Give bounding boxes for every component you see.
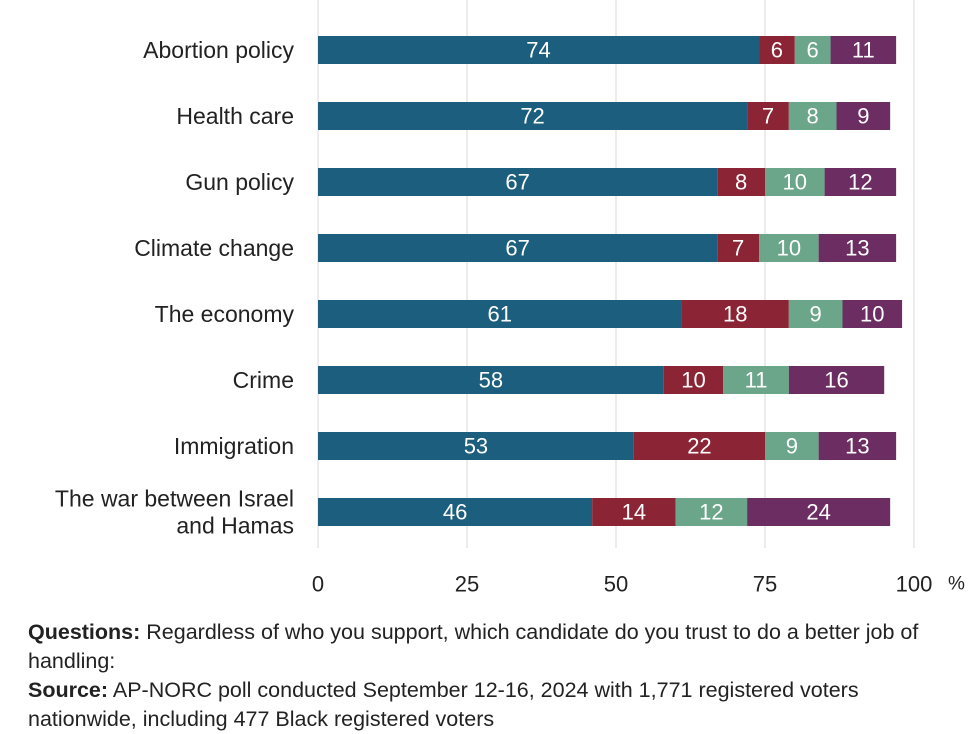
bar-data-label: 8 <box>735 170 747 195</box>
bar-segment <box>717 168 765 196</box>
x-tick-label: 25 <box>455 572 479 597</box>
category-labels: Abortion policy Health care Gun policy Clim… <box>55 37 295 539</box>
bar-segment <box>747 498 891 526</box>
bar-segment <box>765 432 819 460</box>
x-unit-label: % <box>948 574 965 595</box>
questions-text: Regardless of who you support, which can… <box>28 620 919 673</box>
bar-segment <box>318 168 718 196</box>
bar-segment <box>663 366 724 394</box>
bar-data-label: 14 <box>622 500 646 525</box>
bar-segment <box>818 432 897 460</box>
bar-data-label: 10 <box>681 368 705 393</box>
chart-notes: Questions: Regardless of who you support… <box>28 618 968 734</box>
category-label: Crime <box>233 367 294 393</box>
bar-segment <box>318 300 682 328</box>
bar-segment <box>788 366 885 394</box>
bar-segment <box>818 234 897 262</box>
bar-segment <box>824 168 897 196</box>
bar-segment <box>788 300 843 328</box>
questions-label: Questions: <box>28 620 141 644</box>
bar-segment <box>318 36 760 64</box>
bar-segment <box>788 102 837 130</box>
category-label: The economy <box>155 301 295 327</box>
source-note: Source: AP-NORC poll conducted September… <box>28 676 968 734</box>
bar-data-label: 16 <box>824 368 848 393</box>
bar-segment <box>759 234 819 262</box>
bar-data-label: 53 <box>464 434 488 459</box>
bar-segment <box>842 300 903 328</box>
bar-segment <box>592 498 676 526</box>
bar-segment <box>318 102 748 130</box>
bar-segment <box>759 36 795 64</box>
bar-data-label: 67 <box>505 236 529 261</box>
bar-data-label: 11 <box>852 38 875 63</box>
bar-data-label: 13 <box>845 434 869 459</box>
questions-note: Questions: Regardless of who you support… <box>28 618 968 676</box>
source-label: Source: <box>28 678 109 702</box>
bar-segment <box>717 234 760 262</box>
bars: 74 6 6 11 72 7 8 9 67 8 10 12 67 7 10 13 61 18 9 10 58 10 11 16… <box>318 36 903 526</box>
bar-data-label: 7 <box>732 236 744 261</box>
bar-data-label: 61 <box>488 302 512 327</box>
bar-data-label: 10 <box>777 236 801 261</box>
bar-data-label: 72 <box>520 104 544 129</box>
bar-segment <box>318 234 718 262</box>
category-label: Gun policy <box>185 169 294 195</box>
bar-data-label: 67 <box>505 170 529 195</box>
source-text: AP-NORC poll conducted September 12-16, … <box>28 678 859 731</box>
bar-data-label: 22 <box>687 434 711 459</box>
bar-data-label: 6 <box>807 38 819 63</box>
bar-data-label: 10 <box>783 170 807 195</box>
bar-segment <box>681 300 789 328</box>
bar-data-label: 58 <box>479 368 503 393</box>
category-label: Health care <box>176 103 294 129</box>
bar-data-label: 9 <box>810 302 822 327</box>
category-label: Climate change <box>134 235 294 261</box>
bar-segment <box>633 432 765 460</box>
bar-segment <box>830 36 897 64</box>
bar-data-label: 10 <box>860 302 884 327</box>
bar-data-label: 8 <box>807 104 819 129</box>
bar-data-label: 74 <box>526 38 550 63</box>
bar-segment <box>765 168 825 196</box>
category-label: The war between Israel <box>55 486 294 512</box>
bar-data-label: 13 <box>845 236 869 261</box>
bar-data-label: 9 <box>857 104 869 129</box>
bar-segment <box>747 102 789 130</box>
bar-data-label: 7 <box>762 104 774 129</box>
bar-segment <box>675 498 748 526</box>
bar-segment <box>318 432 634 460</box>
x-tick-label: 50 <box>604 572 628 597</box>
bar-segment <box>318 498 593 526</box>
bar-data-label: 24 <box>806 500 830 525</box>
category-label: Abortion policy <box>143 37 294 63</box>
x-tick-label: 100 <box>896 572 933 597</box>
x-tick-label: 0 <box>312 572 324 597</box>
stacked-bar-chart: 74 6 6 11 72 7 8 9 67 8 10 12 67 7 10 13 61 18 9 10 58 10 11 16… <box>55 0 965 597</box>
bar-data-label: 12 <box>699 500 723 525</box>
category-label: Immigration <box>174 433 294 459</box>
bar-segment <box>794 36 831 64</box>
bar-data-label: 6 <box>771 38 783 63</box>
gridlines <box>317 0 915 548</box>
bar-data-label: 12 <box>848 170 872 195</box>
bar-segment <box>836 102 891 130</box>
bar-segment <box>318 366 664 394</box>
bar-segment <box>723 366 789 394</box>
bar-data-label: 18 <box>723 302 747 327</box>
bar-data-label: 9 <box>786 434 798 459</box>
bar-data-label: 46 <box>443 500 467 525</box>
bar-data-label: 11 <box>745 368 768 393</box>
category-label: and Hamas <box>176 513 294 539</box>
x-axis-tick-labels: 0 25 50 75 100% <box>312 572 965 597</box>
x-tick-label: 75 <box>753 572 777 597</box>
